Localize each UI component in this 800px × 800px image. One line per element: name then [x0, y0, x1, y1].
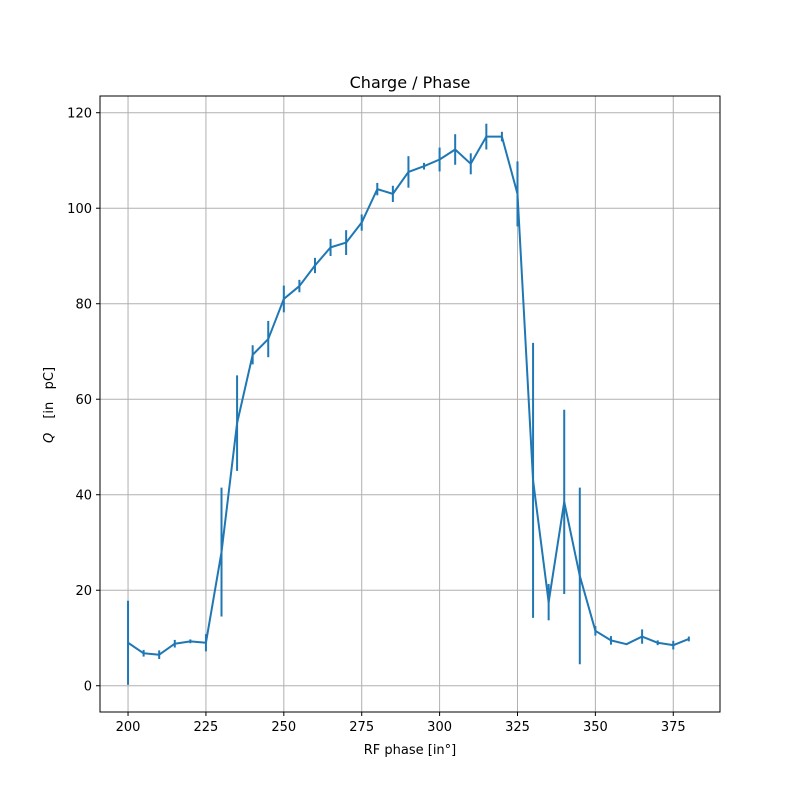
x-tick-label: 350	[583, 720, 608, 735]
x-tick-label: 200	[116, 720, 141, 735]
series-line	[127, 135, 690, 656]
x-axis-ticks: 200 225 250 275 300 325 350 375	[116, 712, 686, 735]
x-tick-label: 225	[194, 720, 219, 735]
y-axis-label-unit: [in pC]	[42, 367, 57, 419]
y-tick-label: 40	[75, 489, 92, 504]
y-tick-label: 60	[75, 393, 92, 408]
y-tick-label: 80	[75, 298, 92, 313]
x-tick-label: 375	[661, 720, 686, 735]
chart-title: Charge / Phase	[350, 73, 471, 92]
plot-frame	[99, 95, 721, 713]
y-tick-label: 100	[67, 202, 92, 217]
series-line-group	[127, 135, 690, 656]
y-tick-label: 0	[84, 680, 92, 695]
y-axis-ticks: 0 20 40 60 80 100 120	[67, 107, 100, 695]
y-axis-label-symbol: Q	[42, 433, 57, 443]
y-tick-label: 20	[75, 584, 92, 599]
y-axis-label: Q [in pC]	[42, 367, 57, 443]
x-tick-label: 325	[505, 720, 530, 735]
x-tick-label: 275	[349, 720, 374, 735]
y-tick-label: 120	[67, 107, 92, 122]
x-tick-label: 300	[427, 720, 452, 735]
x-axis-label: RF phase [in°]	[364, 743, 457, 758]
x-tick-label: 250	[271, 720, 296, 735]
